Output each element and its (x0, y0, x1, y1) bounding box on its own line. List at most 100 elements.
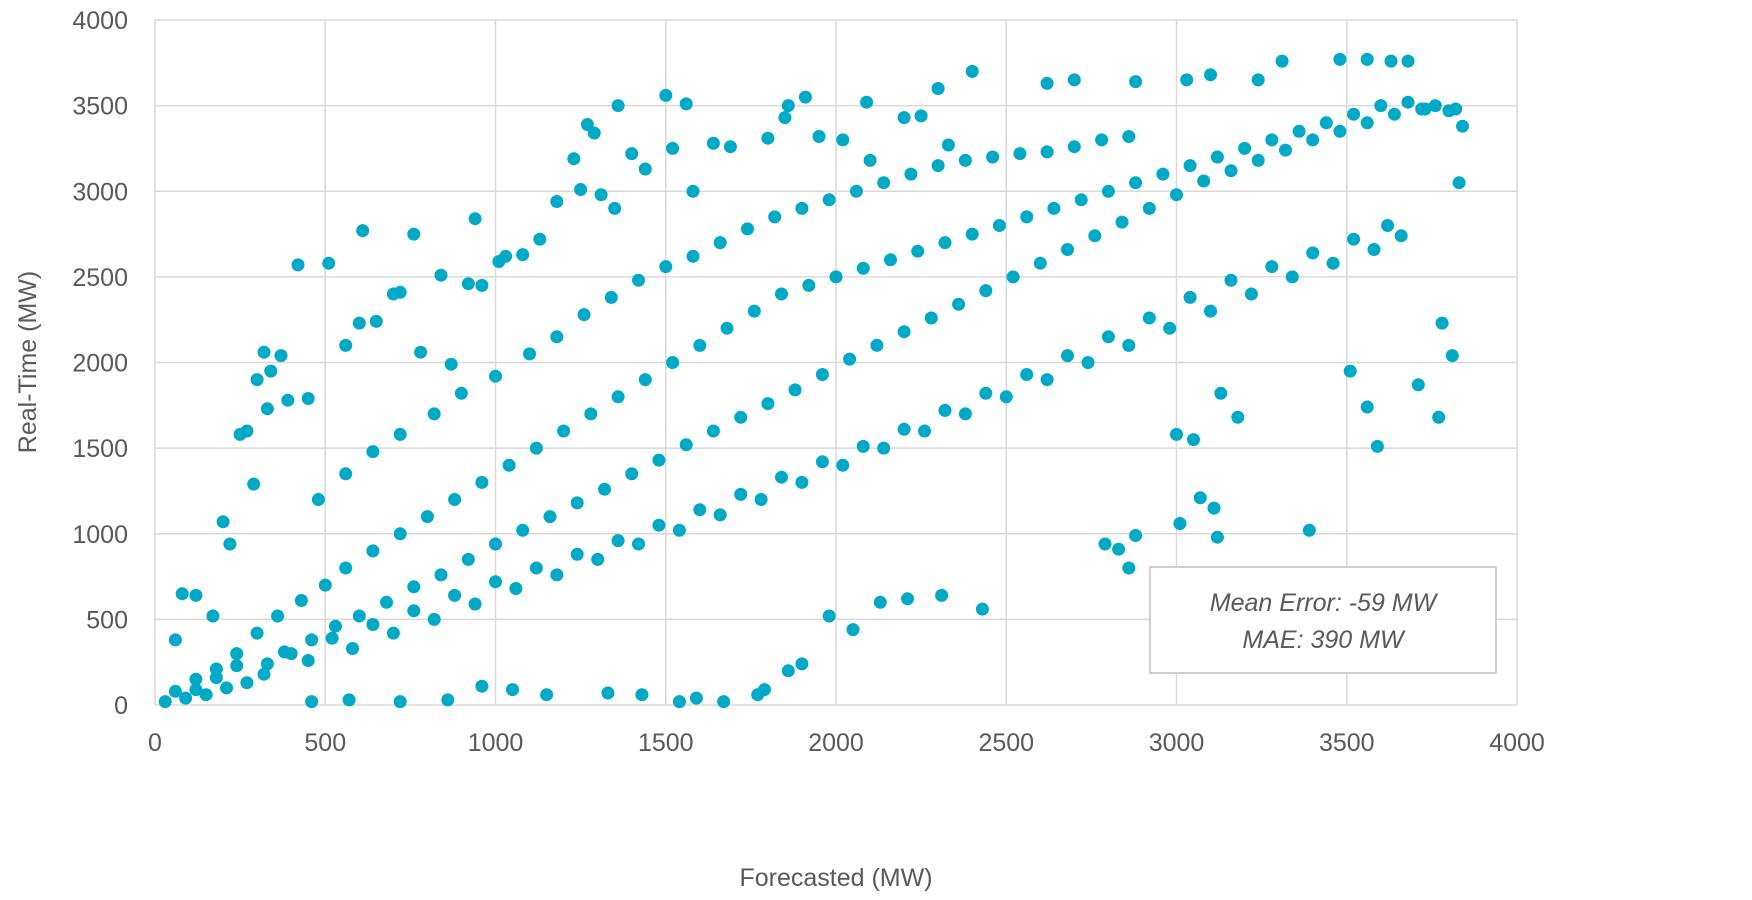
data-point (1183, 159, 1197, 173)
data-point (666, 141, 680, 155)
data-point (952, 297, 966, 311)
x-tick-label: 1000 (468, 729, 524, 757)
data-point (325, 631, 339, 645)
data-point (1449, 102, 1463, 116)
annotation-mae: MAE: 390 MW (1242, 626, 1406, 654)
data-point (601, 686, 615, 700)
data-point (829, 270, 843, 284)
data-point (427, 407, 441, 421)
data-point (659, 260, 673, 274)
data-point (1197, 174, 1211, 188)
data-point (870, 338, 884, 352)
data-point (836, 458, 850, 472)
data-point (1224, 164, 1238, 178)
points-layer (158, 52, 1469, 709)
data-point (209, 671, 223, 685)
data-point (468, 597, 482, 611)
data-point (904, 167, 918, 181)
data-point (897, 325, 911, 339)
data-point (393, 695, 407, 709)
data-point (761, 397, 775, 411)
data-point (1115, 215, 1129, 229)
data-point (1251, 73, 1265, 87)
data-point (625, 467, 639, 481)
data-point (1122, 130, 1136, 143)
data-point (911, 244, 925, 258)
data-point (342, 693, 356, 707)
data-point (339, 338, 353, 352)
data-point (1381, 219, 1395, 232)
data-point (611, 390, 625, 404)
data-point (356, 224, 370, 238)
x-tick-label: 500 (304, 729, 346, 757)
data-point (305, 633, 319, 647)
data-point (938, 236, 952, 250)
data-point (1428, 99, 1442, 113)
data-point (380, 595, 393, 609)
data-point (604, 290, 618, 304)
data-point (941, 138, 955, 152)
data-point (1251, 153, 1265, 167)
data-point (329, 619, 342, 633)
data-point (550, 568, 564, 582)
data-point (1238, 141, 1252, 155)
data-point (1170, 188, 1183, 202)
data-point (257, 345, 271, 359)
data-point (795, 657, 809, 671)
data-point (846, 623, 860, 637)
data-point (407, 227, 421, 241)
data-point (802, 278, 816, 292)
x-tick-label: 2000 (808, 729, 864, 757)
y-tick-label: 1000 (72, 521, 128, 549)
data-point (587, 126, 601, 140)
data-point (849, 184, 863, 198)
data-point (158, 695, 172, 709)
data-point (632, 537, 645, 551)
data-point (1265, 133, 1279, 147)
data-point (1098, 537, 1112, 551)
annotation-box (1149, 566, 1497, 674)
data-point (652, 518, 666, 532)
data-point (713, 236, 727, 250)
data-point (250, 373, 264, 387)
data-point (1432, 410, 1446, 424)
y-tick-label: 4000 (72, 7, 128, 35)
data-point (584, 407, 598, 421)
data-point (836, 133, 850, 147)
data-point (216, 515, 230, 529)
data-point (734, 410, 748, 424)
data-point (1333, 124, 1347, 138)
data-point (264, 364, 278, 378)
data-point (393, 527, 407, 541)
data-point (788, 383, 802, 397)
data-point (914, 109, 928, 123)
data-point (529, 561, 543, 575)
data-point (271, 609, 285, 623)
x-tick-label: 2500 (978, 729, 1034, 757)
data-point (1006, 270, 1020, 284)
data-point (1163, 321, 1177, 335)
data-point (632, 273, 645, 287)
data-point (366, 445, 380, 459)
data-point (550, 330, 564, 344)
data-point (1231, 410, 1245, 424)
data-point (1343, 364, 1357, 378)
data-point (393, 285, 407, 299)
data-point (407, 580, 421, 594)
data-point (594, 188, 608, 202)
data-point (1204, 304, 1217, 318)
data-point (781, 99, 795, 113)
data-point (168, 684, 182, 698)
x-tick-label: 1500 (638, 729, 694, 757)
data-point (1013, 147, 1027, 161)
data-point (1347, 232, 1361, 246)
data-point (795, 475, 809, 489)
data-point (659, 88, 673, 102)
data-point (1095, 133, 1109, 147)
data-point (475, 679, 489, 693)
annotation: Mean Error: -59 MW MAE: 390 MW (1149, 566, 1497, 674)
data-point (798, 90, 812, 104)
data-point (199, 688, 213, 702)
data-point (434, 268, 448, 282)
